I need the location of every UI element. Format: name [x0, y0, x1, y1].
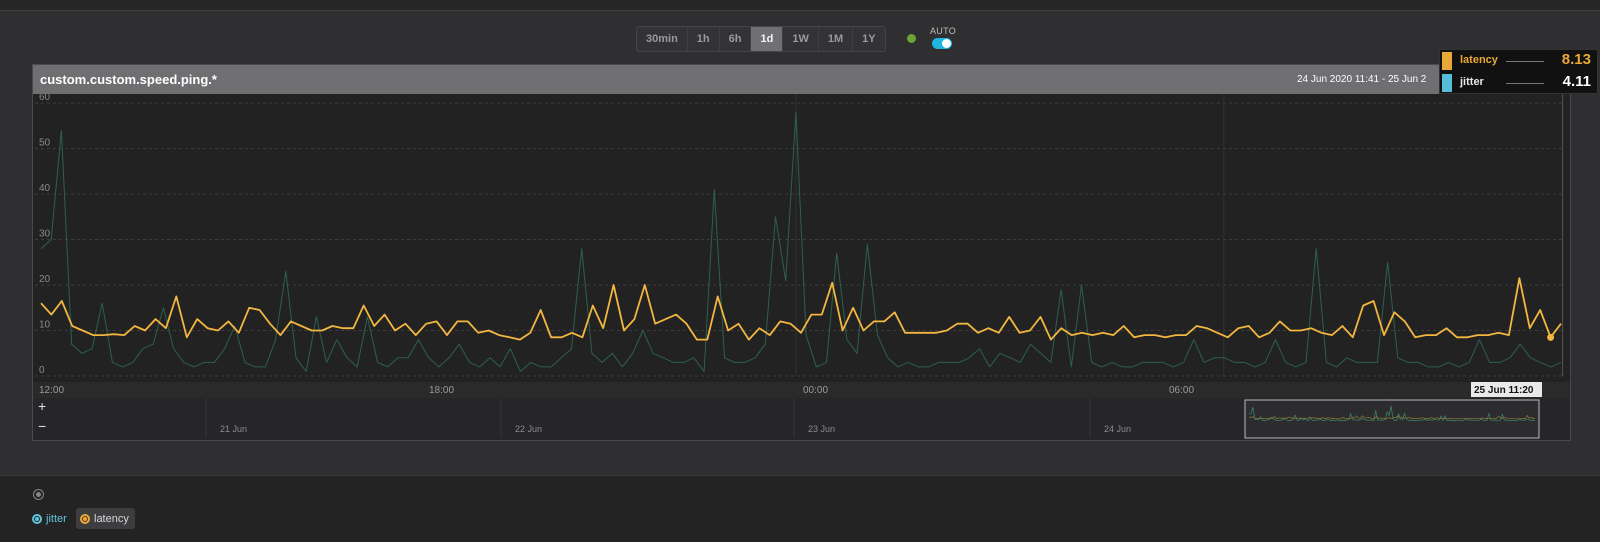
series-toggle-label: latency — [94, 512, 129, 525]
series-line-jitter — [40, 111, 1562, 372]
cursor-label: 25 Jun 11:20 — [1474, 385, 1534, 396]
x-tick-label: 18:00 — [429, 385, 454, 396]
legend-name: latency — [1460, 54, 1498, 66]
legend-value: 8.13 — [1561, 51, 1591, 68]
panel-time-range: 24 Jun 2020 11:41 - 25 Jun 2 — [1297, 74, 1427, 85]
auto-refresh-toggle[interactable] — [932, 38, 952, 49]
x-tick-label: 00:00 — [803, 385, 828, 396]
legend-row-latency: latency 8.13 — [1440, 50, 1597, 71]
line-chart[interactable]: 0 10 20 30 40 50 60 12:00 18:00 00:00 06:00 25 Jun … — [33, 94, 1571, 441]
time-range-selector: 30min 1h 6h 1d 1W 1M 1Y — [636, 26, 886, 52]
auto-refresh-label: AUTO — [930, 26, 957, 36]
all-series-radio[interactable] — [33, 489, 44, 500]
zoom-out-button: − — [38, 418, 46, 434]
chart-panel: custom.custom.speed.ping.* 24 Jun 2020 1… — [32, 64, 1571, 441]
series-controls — [0, 475, 1600, 542]
y-tick-label: 60 — [39, 94, 51, 103]
latency-radio-icon — [80, 513, 90, 524]
series-toggle-latency[interactable]: latency — [76, 508, 135, 529]
hover-legend: latency 8.13 jitter 4.11 — [1439, 49, 1598, 94]
top-bar — [0, 0, 1600, 11]
range-button-1h[interactable]: 1h — [688, 27, 720, 51]
range-button-1w[interactable]: 1W — [783, 27, 819, 51]
legend-leader-line — [1506, 61, 1544, 62]
y-tick-label: 30 — [39, 229, 51, 240]
navigator-label: 22 Jun — [515, 424, 542, 434]
navigator-selection — [1244, 399, 1540, 439]
x-tick-label: 06:00 — [1169, 385, 1194, 396]
zoom-in-button: + — [38, 398, 46, 414]
legend-row-jitter: jitter 4.11 — [1440, 72, 1597, 93]
x-tick-label: 12:00 — [39, 385, 64, 396]
navigator-label: 23 Jun — [808, 424, 835, 434]
y-tick-label: 20 — [39, 274, 51, 285]
series-toggle-label: jitter — [46, 513, 67, 525]
legend-swatch — [1442, 52, 1452, 70]
toggle-knob — [942, 39, 951, 48]
series-toggle-jitter[interactable]: jitter — [32, 509, 67, 529]
x-axis-bar — [33, 382, 1570, 398]
y-tick-label: 0 — [39, 365, 45, 376]
y-tick-label: 10 — [39, 320, 51, 331]
navigator-mini-latency — [1248, 414, 1536, 420]
navigator-mini-jitter — [1248, 405, 1536, 422]
legend-value: 4.11 — [1562, 73, 1591, 90]
range-button-1y[interactable]: 1Y — [862, 33, 876, 45]
panel-header: custom.custom.speed.ping.* 24 Jun 2020 1… — [33, 65, 1570, 94]
navigator-label: 21 Jun — [220, 424, 247, 434]
range-button-30min[interactable]: 30min — [637, 27, 688, 51]
legend-name: jitter — [1460, 76, 1484, 88]
panel-title: custom.custom.speed.ping.* — [40, 72, 217, 87]
range-button-1d[interactable]: 1d — [751, 27, 784, 51]
cursor-label-bg — [1471, 382, 1542, 397]
jitter-radio-icon — [32, 514, 42, 524]
hover-point — [1547, 333, 1555, 341]
range-button-1m[interactable]: 1M — [819, 27, 854, 51]
legend-leader-line — [1506, 83, 1544, 84]
navigator-label: 24 Jun — [1104, 424, 1131, 434]
y-tick-label: 40 — [39, 183, 51, 194]
status-indicator — [907, 34, 916, 43]
series-line-latency — [40, 277, 1562, 341]
legend-swatch — [1442, 74, 1452, 92]
range-button-6h[interactable]: 6h — [720, 27, 752, 51]
y-tick-label: 50 — [39, 138, 51, 149]
